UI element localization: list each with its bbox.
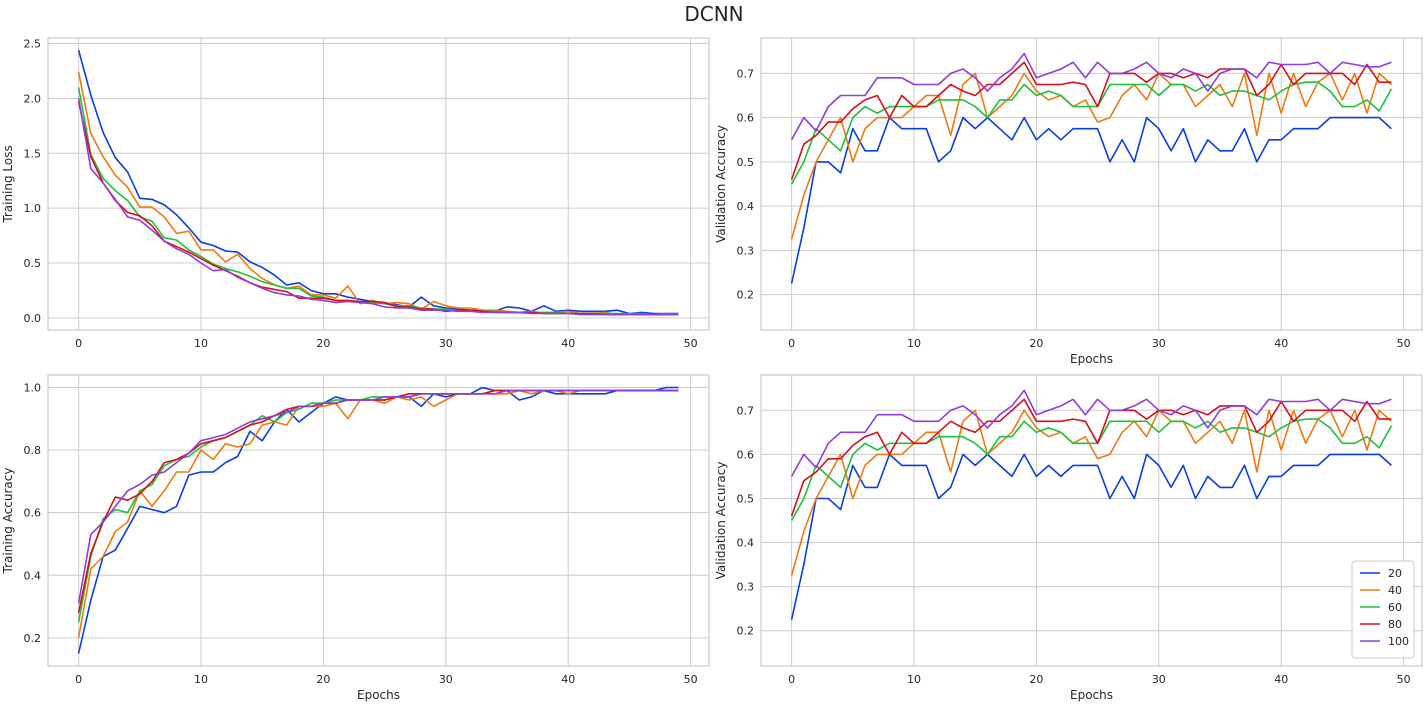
series-line-20	[77, 49, 679, 315]
y-tick-label: 2.0	[24, 92, 42, 105]
x-tick-label: 40	[561, 337, 575, 350]
x-tick-label: 40	[561, 673, 575, 686]
axes-frame	[760, 374, 1423, 667]
series-line-100	[790, 52, 1392, 141]
x-tick-label: 0	[788, 337, 795, 350]
x-tick-label: 10	[907, 673, 921, 686]
y-tick-label: 0.3	[737, 581, 755, 594]
series-line-40	[77, 389, 679, 638]
legend-label: 40	[1388, 584, 1402, 597]
series-line-80	[77, 101, 679, 316]
series-line-20	[77, 386, 679, 654]
x-axis-label: Epochs	[357, 688, 400, 702]
y-axis-label: Validation Accuracy	[714, 462, 728, 580]
x-tick-label: 0	[788, 673, 795, 686]
chart-train-acc: 0 10 20 30 40 50 0.2 0.4 0.6 0.8 1.0 Training Accur…	[1, 374, 710, 702]
legend: 20 40 60 80 100	[1351, 560, 1415, 659]
y-tick-label: 0.2	[737, 625, 755, 638]
series-line-40	[790, 409, 1392, 576]
series-line-100	[77, 98, 679, 316]
x-tick-label: 10	[907, 337, 921, 350]
y-tick-label: 0.5	[737, 492, 755, 505]
series-line-100	[790, 389, 1392, 477]
y-tick-label: 0.6	[24, 507, 42, 520]
chart-val-acc-bottom: 0 10 20 30 40 50 0.2 0.3 0.4 0.5 0.6 0.7 Validation …	[714, 374, 1423, 702]
x-tick-label: 50	[1397, 673, 1411, 686]
y-tick-label: 0.6	[737, 112, 755, 125]
axes-frame	[760, 37, 1423, 331]
x-tick-label: 10	[194, 337, 208, 350]
series-line-40	[790, 72, 1392, 240]
x-tick-label: 0	[75, 337, 82, 350]
y-tick-label: 0.4	[24, 569, 42, 582]
x-axis-label: Epochs	[1070, 352, 1113, 366]
y-tick-label: 0.8	[24, 444, 42, 457]
chart-train-loss: 0 10 20 30 40 50 0.0 0.5 1.0 1.5 2.0 2.5 Training Lo…	[1, 37, 710, 350]
x-tick-label: 20	[1029, 337, 1043, 350]
y-tick-label: 0.6	[737, 448, 755, 461]
y-axis-label: Training Loss	[1, 145, 15, 223]
legend-label: 80	[1388, 618, 1402, 631]
y-axis-label: Validation Accuracy	[714, 125, 728, 243]
y-tick-label: 2.5	[24, 37, 42, 50]
x-tick-label: 40	[1274, 673, 1288, 686]
x-tick-label: 40	[1274, 337, 1288, 350]
series-line-60	[77, 87, 679, 316]
legend-label: 20	[1388, 567, 1402, 580]
y-axis-label: Training Accuracy	[1, 468, 15, 575]
y-tick-label: 0.2	[737, 289, 755, 302]
x-tick-label: 30	[1152, 673, 1166, 686]
x-tick-label: 50	[1397, 337, 1411, 350]
series-line-60	[790, 418, 1393, 521]
y-tick-label: 0.7	[737, 404, 755, 417]
y-tick-label: 0.5	[24, 257, 42, 270]
x-tick-label: 20	[316, 337, 330, 350]
x-tick-label: 20	[1029, 673, 1043, 686]
y-tick-label: 0.5	[737, 156, 755, 169]
legend-label: 100	[1388, 635, 1409, 648]
series-line-80	[77, 389, 679, 613]
x-tick-label: 50	[684, 673, 698, 686]
series-line-20	[790, 453, 1392, 620]
y-tick-label: 1.5	[24, 147, 42, 160]
x-axis-label: Epochs	[1070, 688, 1113, 702]
y-tick-label: 0.7	[737, 67, 755, 80]
y-tick-label: 0.2	[24, 632, 42, 645]
legend-box	[1351, 560, 1415, 659]
series-line-60	[790, 81, 1393, 185]
chart-val-acc-top: 0 10 20 30 40 50 0.2 0.3 0.4 0.5 0.6 0.7 Validation …	[714, 37, 1423, 366]
x-tick-label: 10	[194, 673, 208, 686]
series-line-40	[77, 71, 679, 316]
y-tick-label: 1.0	[24, 202, 42, 215]
x-tick-label: 30	[439, 337, 453, 350]
series-line-20	[790, 116, 1392, 284]
axes-frame	[47, 374, 710, 667]
axes-frame	[47, 37, 710, 331]
series-line-80	[790, 398, 1392, 517]
y-tick-label: 0.0	[24, 312, 42, 325]
x-tick-label: 30	[1152, 337, 1166, 350]
figure-title: DCNN	[684, 2, 744, 26]
y-tick-label: 0.4	[737, 200, 755, 213]
series-line-100	[77, 389, 679, 604]
x-tick-label: 50	[684, 337, 698, 350]
x-tick-label: 20	[316, 673, 330, 686]
x-tick-label: 30	[439, 673, 453, 686]
legend-label: 60	[1388, 601, 1402, 614]
y-tick-label: 0.3	[737, 244, 755, 257]
y-tick-label: 0.4	[737, 537, 755, 550]
series-line-80	[790, 61, 1392, 180]
x-tick-label: 0	[75, 673, 82, 686]
y-tick-label: 1.0	[24, 382, 42, 395]
series-line-60	[77, 389, 679, 623]
